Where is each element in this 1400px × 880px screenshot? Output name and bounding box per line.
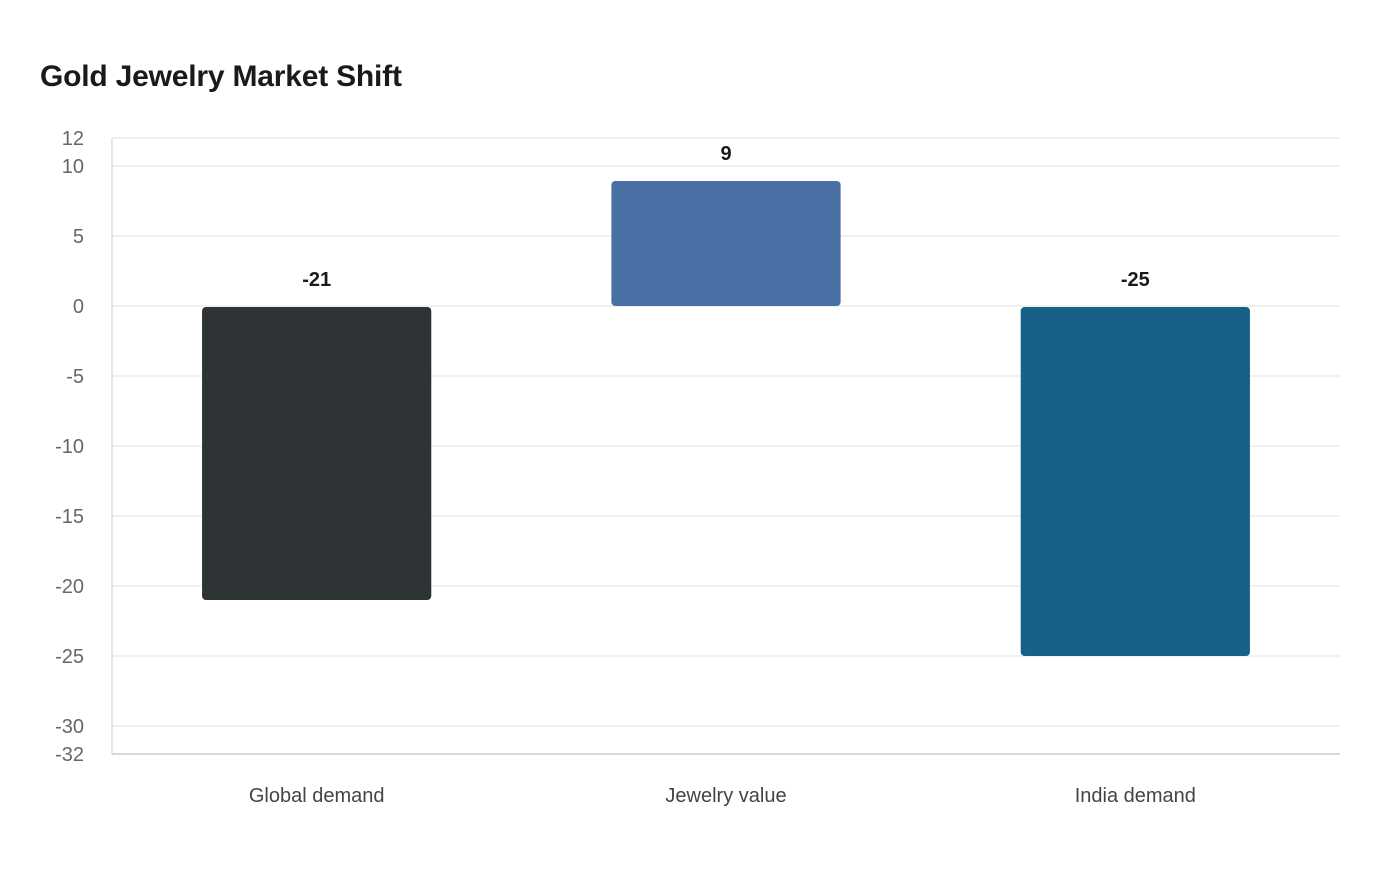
y-tick-label: -5 (66, 366, 84, 388)
bar-jewelry-value (611, 181, 841, 306)
y-tick-label: -10 (55, 436, 84, 458)
x-axis-categories: Global demand Jewelry value India demand (249, 785, 1196, 807)
y-axis-ticks: 12 10 5 0 -5 -10 -15 -20 -25 -30 -32 (55, 128, 84, 766)
bar-global-demand (202, 307, 432, 600)
y-tick-label: -30 (55, 716, 84, 738)
y-tick-label: 10 (62, 156, 84, 178)
y-tick-label: -32 (55, 744, 84, 766)
bars (202, 181, 1250, 656)
y-tick-label: -15 (55, 506, 84, 528)
chart-title: Gold Jewelry Market Shift (40, 60, 402, 93)
y-tick-label: 5 (73, 226, 84, 248)
bar-value-label: -25 (1121, 269, 1150, 291)
data-labels: -21 9 -25 (302, 143, 1150, 291)
x-category-label: Global demand (249, 785, 385, 807)
bar-india-demand (1020, 307, 1250, 656)
y-tick-label: 12 (62, 128, 84, 150)
x-category-label: India demand (1075, 785, 1196, 807)
bar-value-label: -21 (302, 269, 331, 291)
bar-value-label: 9 (720, 143, 731, 165)
y-tick-label: 0 (73, 296, 84, 318)
y-tick-label: -25 (55, 646, 84, 668)
y-tick-label: -20 (55, 576, 84, 598)
x-category-label: Jewelry value (665, 785, 786, 807)
axes (111, 138, 1340, 755)
